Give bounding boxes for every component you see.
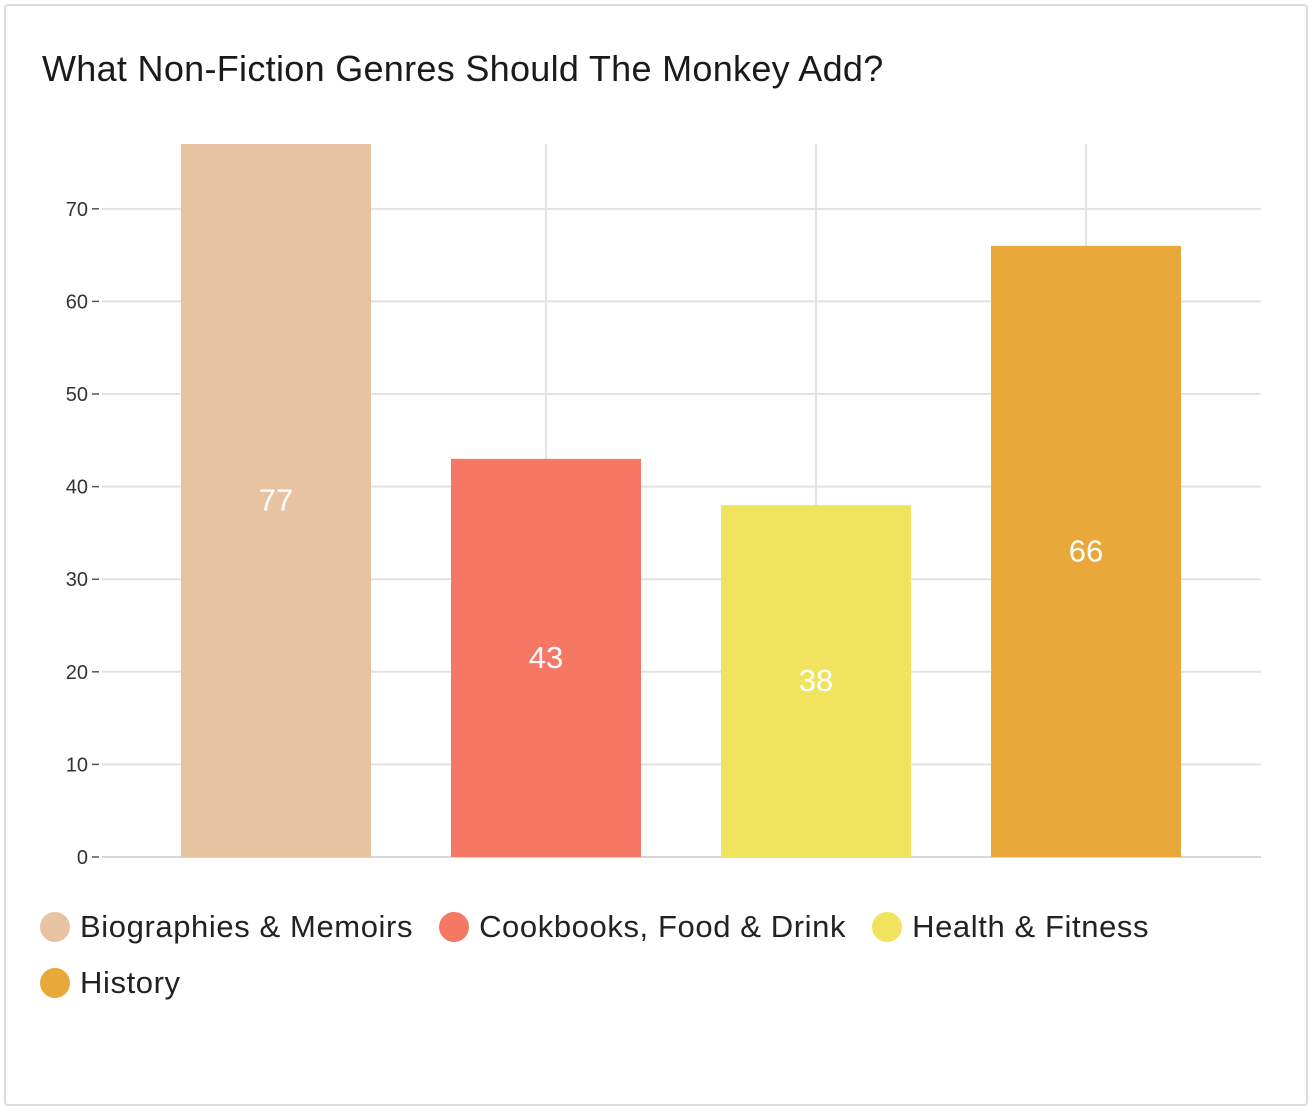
y-tick-label: 10 xyxy=(66,754,88,776)
legend-item[interactable]: Biographies & Memoirs xyxy=(40,906,413,948)
legend-label: Health & Fitness xyxy=(912,909,1150,944)
data-label-3: 38 xyxy=(799,663,833,698)
data-label-4: 66 xyxy=(1069,533,1103,568)
y-tick-label: 60 xyxy=(66,291,88,313)
legend-swatch xyxy=(40,912,70,942)
bar-1 xyxy=(181,144,371,857)
y-tick-label: 0 xyxy=(77,847,88,869)
bar-3 xyxy=(721,505,911,857)
y-tick-label: 50 xyxy=(66,384,88,406)
y-tick-label: 20 xyxy=(66,662,88,684)
legend-swatch xyxy=(40,968,70,998)
chart-title: What Non-Fiction Genres Should The Monke… xyxy=(42,48,884,89)
chart-card: What Non-Fiction Genres Should The Monke… xyxy=(4,4,1308,1106)
y-tick-label: 40 xyxy=(66,477,88,499)
data-label-1: 77 xyxy=(259,483,293,518)
bar-2 xyxy=(451,458,641,857)
y-tick-label: 30 xyxy=(66,569,88,591)
legend-label: History xyxy=(80,965,181,1000)
legend-item[interactable]: Health & Fitness xyxy=(872,906,1149,948)
legend-label: Cookbooks, Food & Drink xyxy=(479,909,847,944)
data-label-2: 43 xyxy=(529,640,563,675)
legend-swatch xyxy=(872,912,903,942)
y-tick-label: 70 xyxy=(66,199,88,221)
legend-label: Biographies & Memoirs xyxy=(80,909,414,944)
bar-chart: 0 10 20 30 40 50 60 70 77 43 38 66 xyxy=(66,144,1261,869)
legend-item[interactable]: History xyxy=(40,962,181,1004)
chart-legend: Biographies & Memoirs Cookbooks, Food & D… xyxy=(40,906,1270,1004)
bar-4 xyxy=(991,245,1181,857)
legend-swatch xyxy=(439,912,470,942)
legend-item[interactable]: Cookbooks, Food & Drink xyxy=(439,906,846,948)
